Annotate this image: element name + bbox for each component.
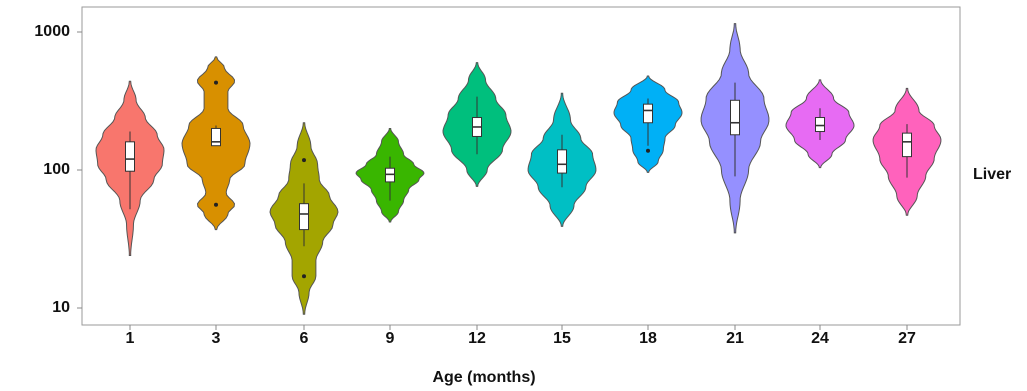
outlier-point xyxy=(646,148,650,153)
iqr-box xyxy=(643,103,653,124)
iqr-box xyxy=(815,117,825,133)
x-axis-title: Age (months) xyxy=(432,369,535,386)
y-axis: 10 100 1000 xyxy=(34,23,82,316)
iqr-box xyxy=(125,141,135,172)
violin-24 xyxy=(785,79,855,169)
x-tick-label: 18 xyxy=(639,330,657,347)
outlier-point xyxy=(214,80,218,85)
iqr-box xyxy=(730,99,740,136)
violins xyxy=(95,23,942,315)
y-tick-label: 1000 xyxy=(34,23,70,40)
y-tick-label: 100 xyxy=(43,161,70,178)
facet-label: Liver xyxy=(973,166,1011,183)
x-tick-label: 1 xyxy=(126,330,135,347)
violin-27 xyxy=(872,87,942,216)
iqr-box xyxy=(299,203,309,231)
x-tick-label: 9 xyxy=(386,330,395,347)
outlier-point xyxy=(214,202,218,207)
x-tick-label: 21 xyxy=(726,330,744,347)
x-tick-label: 15 xyxy=(553,330,571,347)
x-tick-label: 27 xyxy=(898,330,916,347)
violin-9 xyxy=(355,128,425,223)
x-axis: 1 3 6 9 12 15 18 21 24 27 xyxy=(126,325,916,347)
violin-12 xyxy=(442,62,512,187)
violin-15 xyxy=(527,92,597,227)
x-tick-label: 24 xyxy=(811,330,829,347)
iqr-box xyxy=(902,132,912,158)
iqr-box xyxy=(211,127,221,147)
violin-21 xyxy=(700,23,770,234)
outlier-point xyxy=(302,274,306,279)
violin-18 xyxy=(613,75,683,173)
x-tick-label: 12 xyxy=(468,330,486,347)
violin-1 xyxy=(95,80,165,256)
y-tick-label: 10 xyxy=(52,299,70,316)
outlier-point xyxy=(302,158,306,163)
x-tick-label: 6 xyxy=(300,330,309,347)
violin-3 xyxy=(181,56,251,231)
iqr-box xyxy=(557,149,567,174)
violin-6 xyxy=(269,122,339,315)
x-tick-label: 3 xyxy=(212,330,221,347)
